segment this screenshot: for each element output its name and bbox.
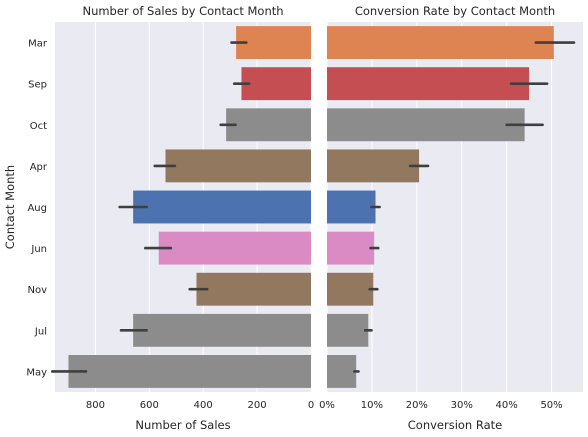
- y-tick-label: Mar: [28, 39, 48, 50]
- left-x-axis-label: Number of Sales: [135, 418, 230, 432]
- right-x-ticks: 0% 10% 20% 30% 40% 50%: [319, 400, 563, 411]
- right-x-axis-label: Conversion Rate: [408, 418, 503, 432]
- bar-nov: [196, 272, 311, 306]
- right-bars: [327, 26, 554, 388]
- x-tick-label: 10%: [361, 400, 383, 411]
- x-tick-label: 0: [308, 400, 314, 411]
- bar-mar: [327, 26, 554, 59]
- y-tick-label: Oct: [30, 121, 47, 132]
- bar-mar: [236, 26, 311, 59]
- bar-apr: [327, 149, 420, 183]
- y-tick-label: Sep: [28, 80, 47, 91]
- bar-aug: [327, 190, 376, 224]
- left-bars: [68, 26, 311, 388]
- right-panel: 0% 10% 20% 30% 40% 50% Conversion Rate by Con…: [319, 4, 583, 432]
- bar-sep: [327, 67, 530, 101]
- bar-may: [68, 355, 311, 388]
- bar-jun: [327, 231, 375, 265]
- bar-oct: [327, 108, 525, 142]
- y-tick-label: Nov: [27, 285, 47, 296]
- bar-jun: [158, 231, 311, 265]
- left-x-ticks: 800 600 400 200 0: [86, 400, 314, 411]
- y-tick-label: Jul: [34, 326, 47, 337]
- x-tick-label: 0%: [319, 400, 335, 411]
- bar-jul: [133, 313, 311, 347]
- bar-aug: [133, 190, 311, 224]
- x-tick-label: 600: [140, 400, 159, 411]
- bar-nov: [327, 272, 374, 306]
- x-tick-label: 20%: [406, 400, 428, 411]
- y-tick-label: Aug: [27, 203, 47, 214]
- x-tick-label: 400: [194, 400, 213, 411]
- left-y-axis-label: Contact Month: [3, 165, 17, 249]
- y-tick-label: May: [26, 367, 47, 378]
- left-panel: 800 600 400 200 0 MarSepOctAprAugJunNovJulMa…: [3, 4, 314, 432]
- bar-oct: [226, 108, 311, 142]
- x-tick-label: 40%: [496, 400, 518, 411]
- bar-jul: [327, 313, 369, 347]
- x-tick-label: 30%: [451, 400, 473, 411]
- right-error-bars: [353, 41, 576, 373]
- bar-sep: [241, 67, 311, 101]
- x-tick-label: 200: [248, 400, 267, 411]
- left-chart-title: Number of Sales by Contact Month: [82, 4, 283, 18]
- bar-apr: [165, 149, 311, 183]
- right-chart-title: Conversion Rate by Contact Month: [355, 4, 555, 18]
- x-tick-label: 50%: [540, 400, 562, 411]
- left-y-ticks: Mar Sep Oct Apr Aug Jun Nov Jul May: [26, 39, 48, 379]
- y-tick-label: Jun: [30, 244, 47, 255]
- left-error-bars: [51, 41, 251, 373]
- x-tick-label: 800: [86, 400, 105, 411]
- bar-may: [327, 355, 357, 388]
- y-tick-label: Apr: [30, 162, 48, 173]
